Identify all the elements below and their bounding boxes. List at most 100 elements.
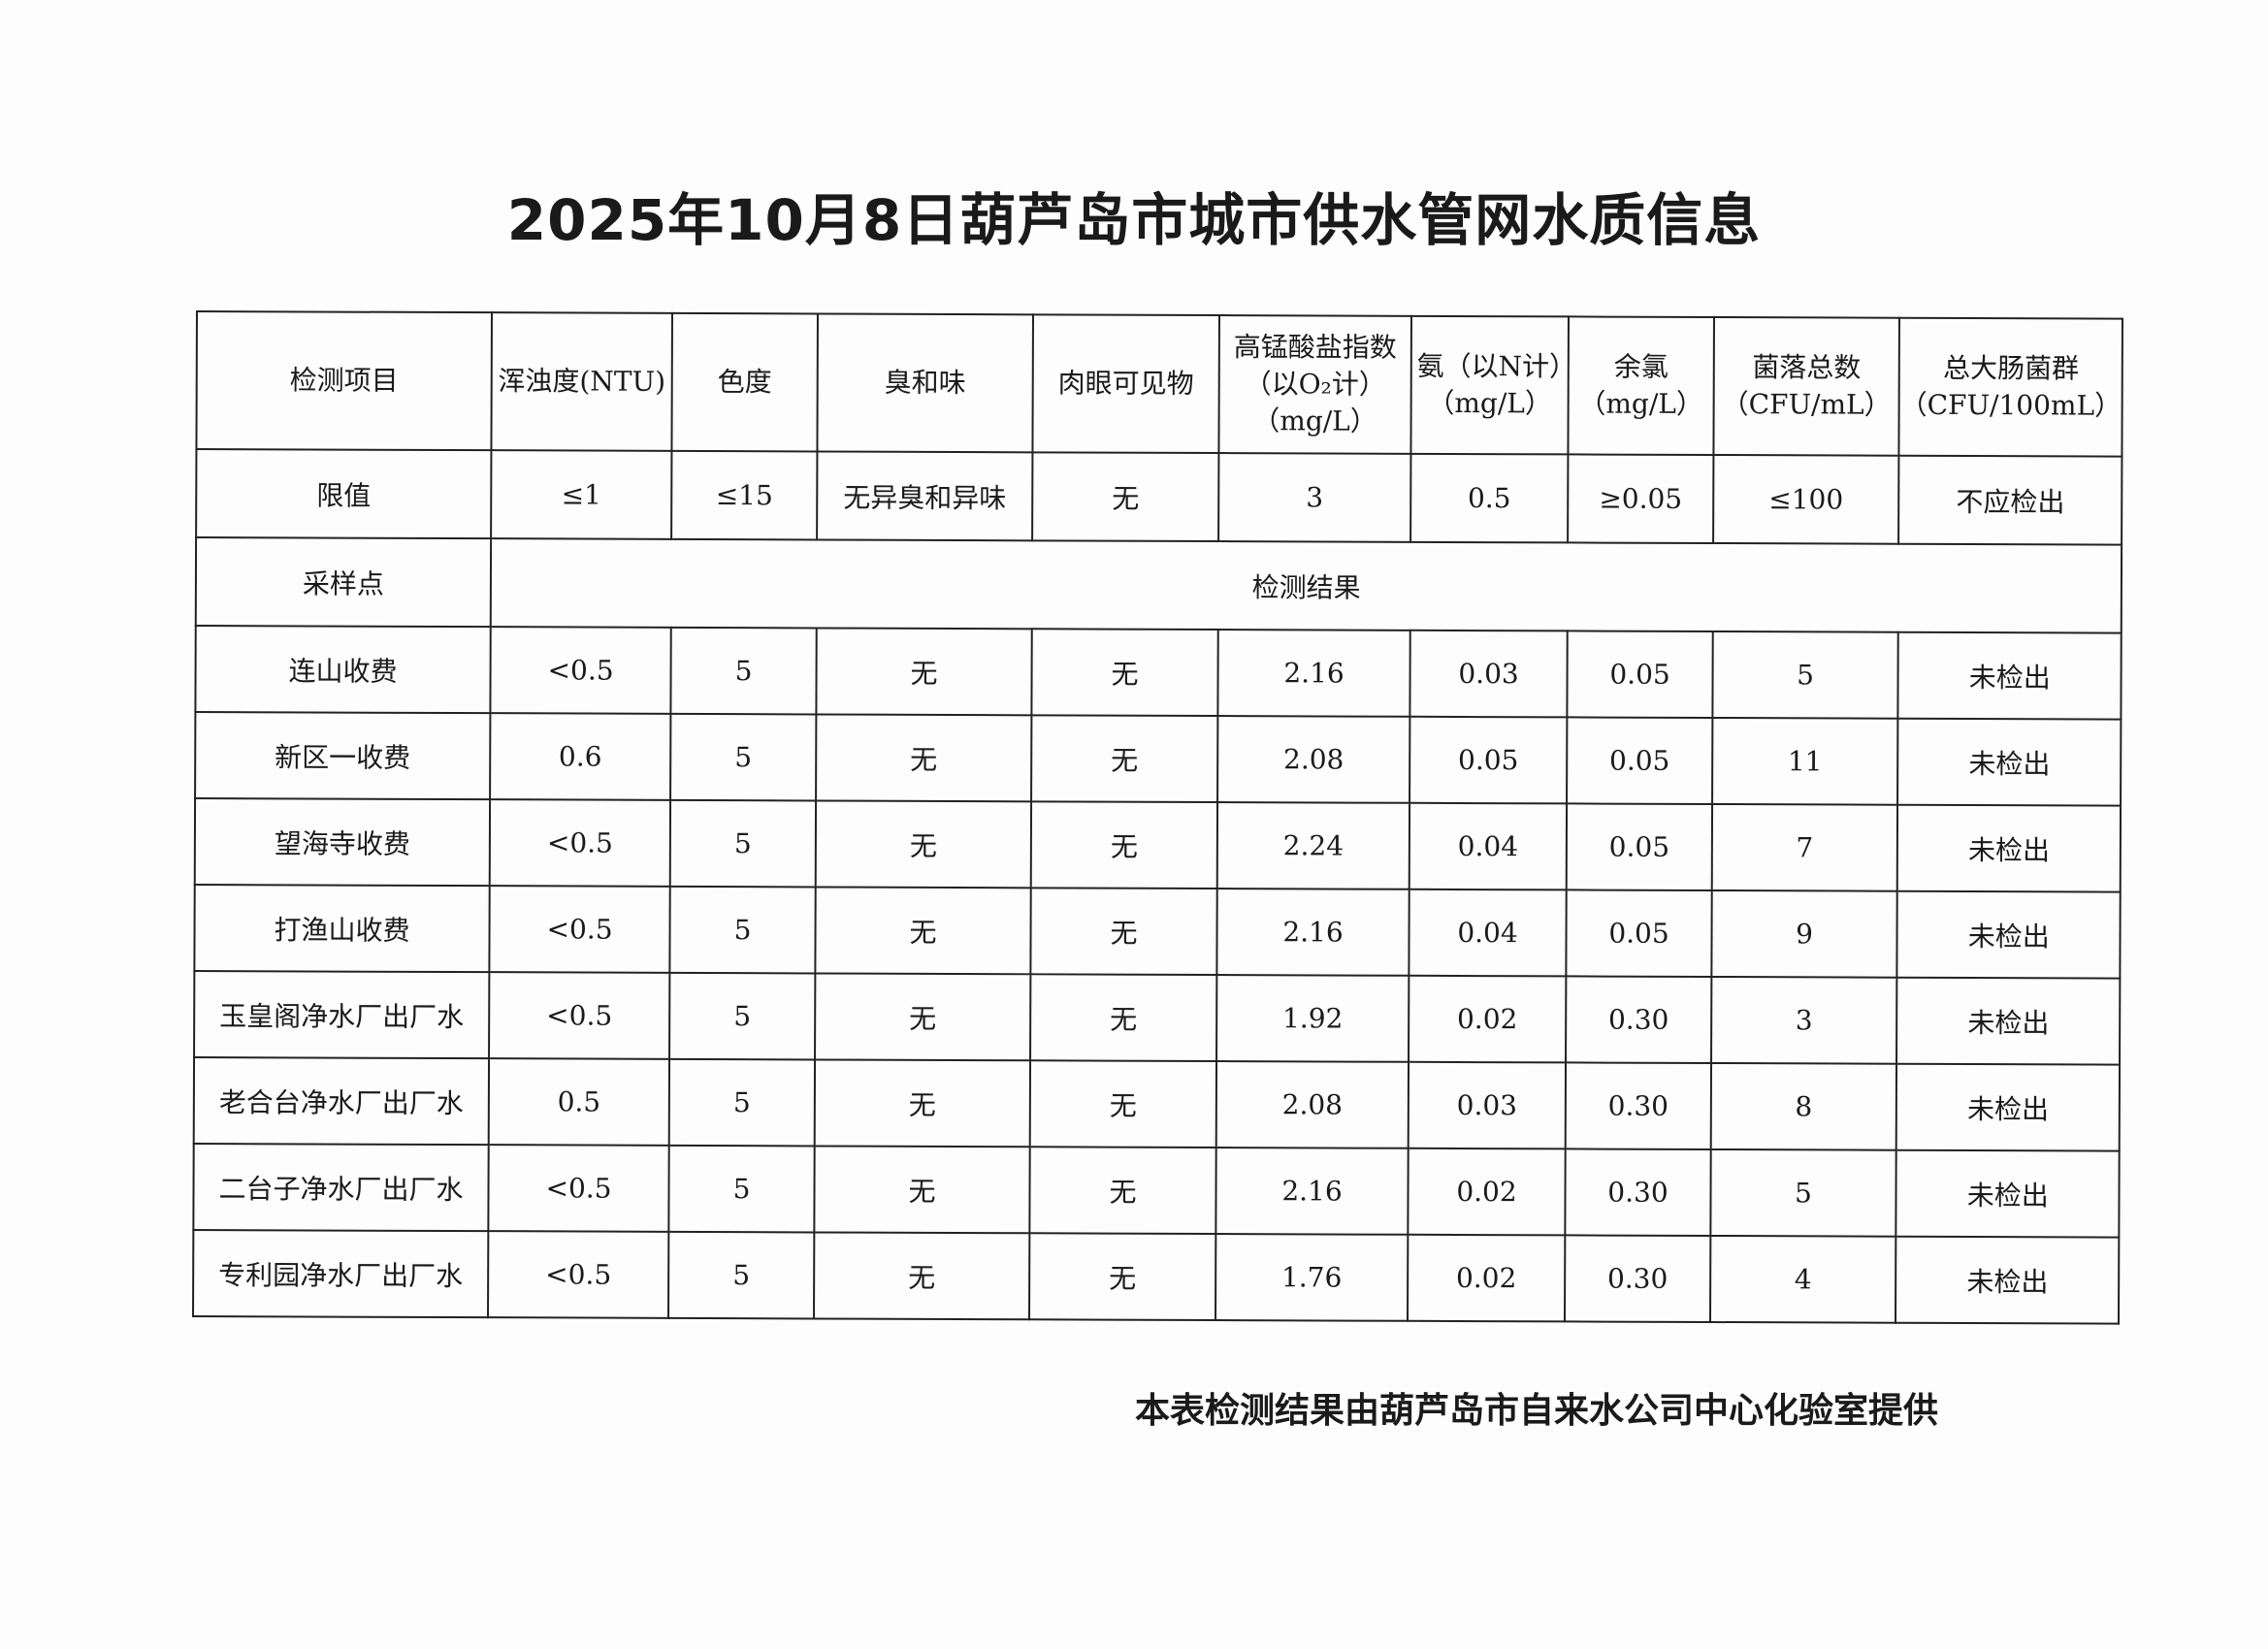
table-cell: 二台子净水厂出厂水: [193, 1143, 489, 1232]
table-cell: 0.30: [1565, 1148, 1711, 1237]
table-cell: 5: [669, 886, 816, 974]
table-cell: ≥0.05: [1568, 454, 1714, 544]
table-cell: ≤15: [671, 450, 818, 540]
table-cell: 无: [1031, 629, 1218, 717]
table-cell: 无: [815, 973, 1031, 1061]
table-cell: 总大肠菌群（CFU/100mL）: [1898, 317, 2123, 457]
table-cell: 0.6: [490, 713, 671, 800]
table-cell: 9: [1711, 890, 1897, 978]
table-cell: 无: [1029, 1060, 1217, 1148]
table-cell: 余氯（mg/L）: [1568, 316, 1714, 456]
table-cell: 无异臭和异味: [817, 451, 1033, 541]
table-cell: 11: [1712, 718, 1898, 805]
table-cell: 玉皇阁净水厂出厂水: [194, 970, 490, 1059]
table-cell: 未检出: [1897, 718, 2122, 806]
table-cell: 2.16: [1216, 889, 1409, 976]
table-cell: 3: [1711, 977, 1897, 1064]
table-cell: 无: [816, 714, 1032, 802]
result-label: 检测结果: [490, 538, 2122, 633]
table-cell: 0.05: [1409, 716, 1568, 804]
table-cell: 4: [1710, 1236, 1896, 1323]
table-cell: 1.76: [1215, 1234, 1409, 1321]
table-row: 连山收费 <0.5 5 无无 2.16 0.03 0.05 5 未检出: [195, 626, 2122, 720]
table-cell: 2.08: [1215, 1061, 1409, 1148]
table-cell: 打渔山收费: [194, 884, 490, 973]
table-cell: 8: [1710, 1063, 1897, 1150]
table-cell: ≤100: [1713, 455, 1899, 544]
table-cell: 5: [670, 713, 817, 801]
table-cell: 色度: [671, 312, 818, 452]
table-cell: 肉眼可见物: [1032, 314, 1219, 454]
limit-row: 限值 ≤1 ≤15 无异臭和异味无 3 0.5 ≥0.05 ≤100 不应检出: [196, 449, 2122, 545]
table-cell: ≤1: [491, 450, 672, 539]
table-cell: 未检出: [1896, 890, 2122, 979]
table-cell: 1.92: [1216, 975, 1409, 1062]
table-cell: 检测项目: [196, 311, 492, 451]
table-row: 玉皇阁净水厂出厂水 <0.5 5 无无 1.92 0.02 0.30 3 未检出: [194, 970, 2121, 1065]
table-cell: <0.5: [488, 1231, 669, 1318]
table-cell: <0.5: [488, 1145, 669, 1232]
table-cell: 未检出: [1895, 1063, 2121, 1151]
table-cell: 5: [669, 972, 816, 1060]
table-cell: 2.16: [1217, 630, 1410, 717]
table-cell: 无: [815, 887, 1031, 975]
table-cell: 0.5: [488, 1058, 670, 1146]
table-cell: 浑浊度(NTU): [491, 312, 672, 451]
table-cell: 无: [1029, 1147, 1216, 1235]
table-cell: 5: [668, 1145, 815, 1233]
table-cell: 0.02: [1408, 1234, 1566, 1322]
table-cell: 0.04: [1409, 889, 1567, 977]
table-cell: 无: [815, 800, 1032, 889]
table-cell: 无: [1029, 1233, 1216, 1321]
table-cell: 不应检出: [1898, 455, 2122, 545]
table-cell: 无: [1030, 888, 1217, 976]
table-cell: 7: [1711, 804, 1898, 891]
page-title: 2025年10月8日葫芦岛市城市供水管网水质信息: [506, 187, 1762, 253]
table-cell: 无: [814, 1232, 1030, 1320]
table-cell: 0.02: [1409, 975, 1567, 1063]
table-cell: 0.04: [1409, 802, 1568, 890]
table-row: 老合台净水厂出厂水 0.5 5 无无 2.08 0.03 0.30 8 未检出: [193, 1056, 2121, 1151]
table-cell: 老合台净水厂出厂水: [193, 1056, 490, 1146]
table-row: 打渔山收费 <0.5 5 无无 2.16 0.04 0.05 9 未检出: [194, 884, 2122, 979]
table-cell: 无: [1030, 974, 1217, 1062]
table-cell: 无: [1031, 715, 1218, 803]
table-cell: 未检出: [1895, 1149, 2121, 1238]
table-cell: 2.08: [1217, 716, 1410, 803]
table-row: 望海寺收费 <0.5 5 无无 2.24 0.04 0.05 7 未检出: [194, 798, 2122, 892]
table-cell: 无: [814, 1146, 1030, 1234]
table-cell: 5: [1712, 631, 1898, 719]
table-row: 专利园净水厂出厂水 <0.5 5 无无 1.76 0.02 0.30 4 未检出: [193, 1229, 2120, 1324]
table-cell: 0.02: [1408, 1148, 1566, 1236]
table-cell: 3: [1218, 453, 1411, 542]
table-cell: 氨（以N计）（mg/L）: [1410, 315, 1569, 455]
table-cell: 未检出: [1895, 1236, 2120, 1324]
header-row: 检测项目 浑浊度(NTU) 色度 臭和味 肉眼可见物 高锰酸盐指数（以O₂计）（mg/L）…: [196, 311, 2123, 457]
table-cell: 望海寺收费: [194, 798, 491, 887]
table-cell: 5: [668, 1058, 816, 1147]
table-cell: 无: [1030, 801, 1218, 889]
table-row: 二台子净水厂出厂水 <0.5 5 无无 2.16 0.02 0.30 5 未检出: [193, 1143, 2121, 1238]
table-cell: 限值: [196, 449, 492, 539]
table-cell: 菌落总数（CFU/mL）: [1713, 317, 1899, 456]
table-cell: 0.05: [1567, 630, 1713, 719]
table-cell: 未检出: [1896, 804, 2122, 892]
table-cell: 0.30: [1565, 1235, 1711, 1323]
table-cell: 0.30: [1565, 1062, 1712, 1150]
table-cell: <0.5: [489, 972, 670, 1059]
table-cell: 无: [816, 628, 1032, 716]
table-cell: 2.24: [1216, 802, 1410, 889]
table-cell: 连山收费: [195, 626, 491, 714]
table-cell: 5: [668, 1231, 815, 1319]
footer-note: 本表检测结果由葫芦岛市自来水公司中心化验室提供: [1135, 1391, 1939, 1431]
table-row: 新区一收费 0.6 5 无无 2.08 0.05 0.05 11 未检出: [195, 712, 2122, 806]
table-cell: 0.30: [1566, 976, 1712, 1064]
table-cell: 0.05: [1567, 717, 1713, 805]
table-cell: 无: [1032, 452, 1219, 542]
table-cell: 2.16: [1215, 1148, 1409, 1235]
table-cell: 臭和味: [817, 313, 1033, 453]
table-cell: 5: [670, 627, 817, 715]
table-cell: 0.03: [1408, 1061, 1567, 1149]
section-row: 采样点 检测结果: [195, 537, 2122, 633]
